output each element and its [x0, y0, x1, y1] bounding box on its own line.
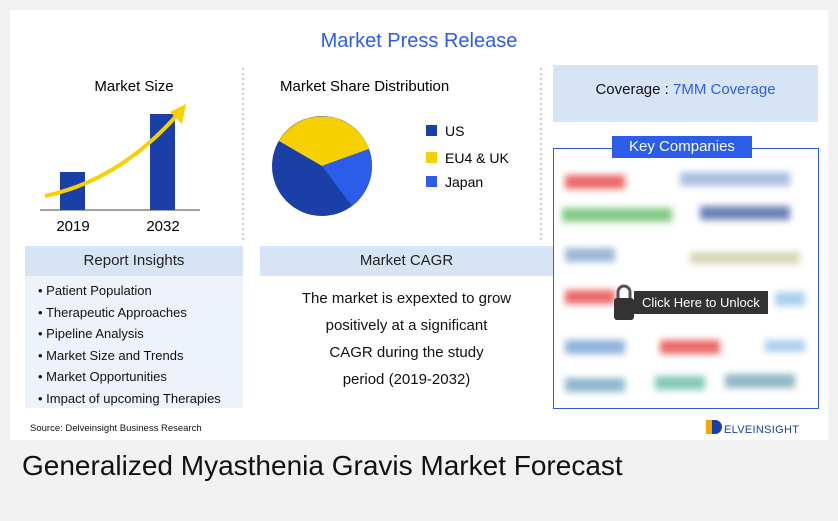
unlock-button[interactable]: Click Here to Unlock — [612, 282, 768, 322]
year-label: 2019 — [56, 218, 90, 235]
coverage-label: Coverage : — [595, 81, 669, 98]
insight-item: Therapeutic Approaches — [38, 302, 221, 324]
icon-pie — [272, 116, 372, 216]
logo-mark — [706, 420, 722, 434]
insight-item: Market Opportunities — [38, 366, 221, 388]
companies-title: Key Companies — [629, 138, 735, 155]
legend-label: Japan — [445, 174, 484, 190]
icon-arrowhead — [170, 104, 186, 124]
market-size-title: Market Size — [94, 78, 174, 95]
legend-label: US — [445, 123, 465, 139]
unlock-label[interactable]: Click Here to Unlock — [634, 290, 768, 314]
footer-title: Generalized Myasthenia Gravis Market For… — [22, 450, 623, 481]
insights-list: Patient PopulationTherapeutic Approaches… — [38, 280, 221, 409]
legend-swatch — [426, 152, 437, 163]
blurred-logos — [562, 172, 805, 392]
header-title: Market Press Release — [320, 30, 518, 52]
legend-swatch — [426, 125, 437, 136]
coverage-value: 7MM Coverage — [673, 81, 776, 98]
companies-box — [553, 148, 819, 409]
brand: ELVEINSIGHT — [724, 424, 800, 436]
insight-item: Impact of upcoming Therapies — [38, 388, 221, 410]
insight-item: Pipeline Analysis — [38, 323, 221, 345]
insight-item: Market Size and Trends — [38, 345, 221, 367]
insight-item: Patient Population — [38, 280, 221, 302]
cagr-line: The market is expexted to grow — [301, 290, 512, 307]
cagr-line: positively at a significant — [325, 317, 488, 334]
companies-tab — [612, 136, 752, 158]
lock-icon — [614, 284, 634, 320]
source: Source: Delveinsight Business Research — [30, 423, 202, 434]
legend-label: EU4 & UK — [445, 150, 509, 166]
cagr-title: Market CAGR — [260, 246, 553, 276]
icon-arrow — [44, 112, 180, 198]
legend-swatch — [426, 176, 437, 187]
year-label: 2032 — [146, 218, 180, 235]
cagr-text: The market is expexted to grow positively… — [260, 285, 553, 393]
cagr-line: CAGR during the study — [329, 344, 484, 361]
cagr-line: period (2019-2032) — [342, 371, 471, 388]
coverage-box — [553, 65, 818, 122]
insights-title: Report Insights — [25, 246, 243, 276]
market-share-title: Market Share Distribution — [280, 78, 450, 95]
coverage: Coverage : 7MM Coverage — [553, 81, 818, 98]
